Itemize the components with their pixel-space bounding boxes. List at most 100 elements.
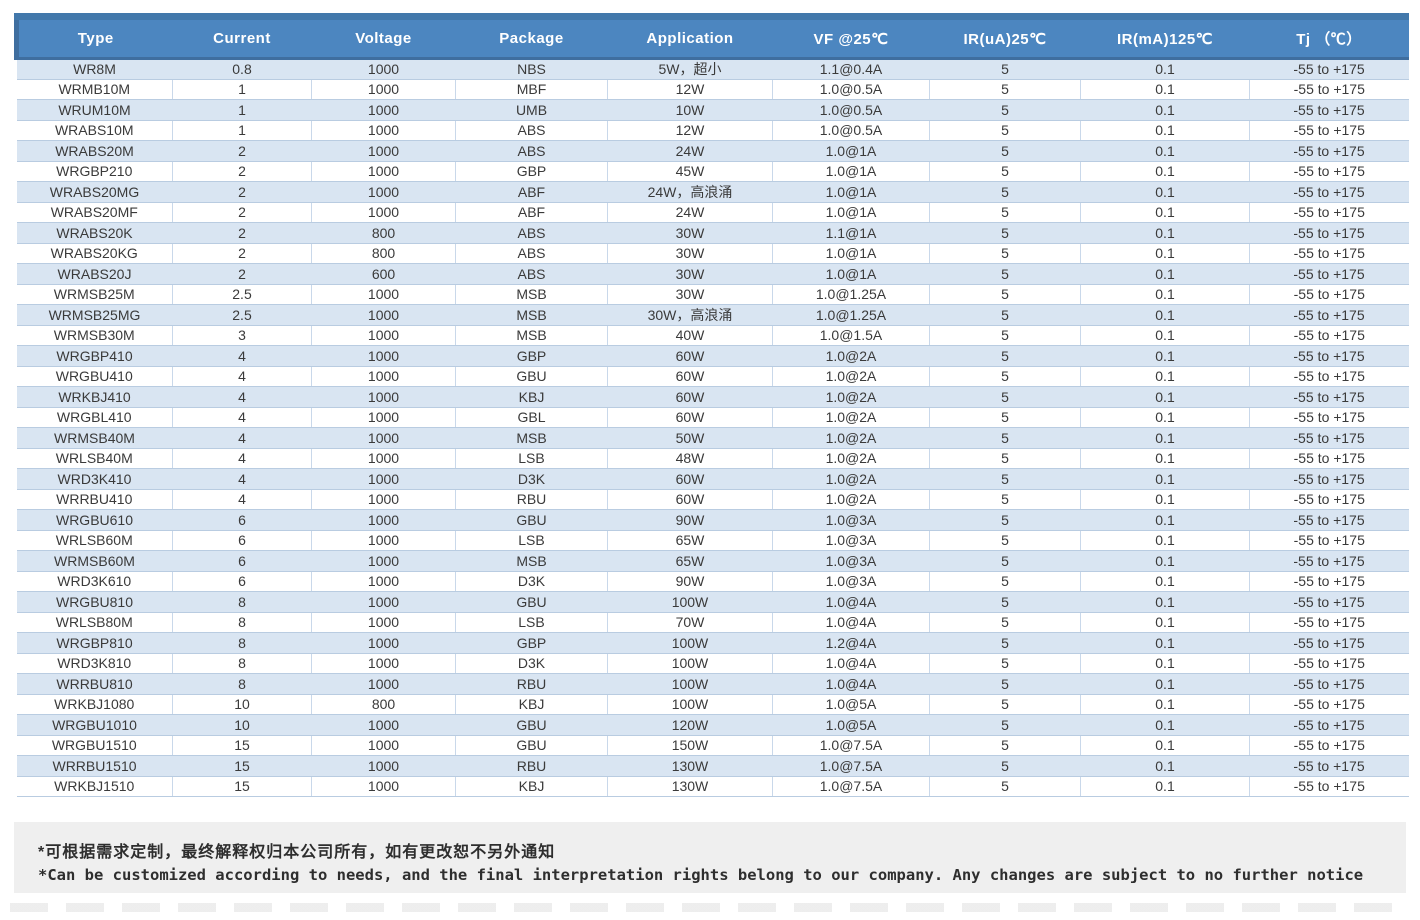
cell-package: GBP [455, 632, 608, 654]
table-row: WRGBP210 2 1000 GBP 45W 1.0@1A 5 0.1 -55 to +175 [16, 161, 1409, 182]
cell-tj: -55 to +175 [1249, 653, 1409, 674]
cell-ir-ma: 0.1 [1080, 653, 1250, 674]
cell-vf: 1.0@1A [772, 263, 930, 285]
cell-ir-ma: 0.1 [1080, 161, 1250, 182]
cell-package: GBU [455, 591, 608, 613]
table-row: WRGBU410 4 1000 GBU 60W 1.0@2A 5 0.1 -55 to +175 [16, 366, 1409, 387]
cell-application: 60W [607, 468, 773, 490]
cell-type: WRRBU1510 [16, 755, 173, 777]
cell-voltage: 1000 [311, 612, 456, 633]
table-row: WRMB10M 1 1000 MBF 12W 1.0@0.5A 5 0.1 -55 to +17… [16, 79, 1409, 100]
cell-package: UMB [455, 99, 608, 121]
cell-current: 2 [172, 263, 312, 285]
cell-application: 40W [607, 325, 773, 346]
cell-current: 1 [172, 120, 312, 141]
cell-ir-ua: 5 [929, 673, 1081, 695]
cell-application: 45W [607, 161, 773, 182]
table-row: WRMSB25M 2.5 1000 MSB 30W 1.0@1.25A 5 0.1 -55 to… [16, 284, 1409, 305]
cell-vf: 1.0@2A [772, 345, 930, 367]
cell-ir-ua: 5 [929, 79, 1081, 100]
cell-ir-ma: 0.1 [1080, 489, 1250, 510]
cell-tj: -55 to +175 [1249, 120, 1409, 141]
cell-vf: 1.0@4A [772, 673, 930, 695]
cell-current: 2.5 [172, 284, 312, 305]
cell-ir-ma: 0.1 [1080, 58, 1250, 80]
cell-ir-ua: 5 [929, 694, 1081, 715]
cell-type: WRMSB25M [16, 284, 173, 305]
cell-package: ABF [455, 202, 608, 223]
cell-package: MBF [455, 79, 608, 100]
cell-ir-ma: 0.1 [1080, 632, 1250, 654]
cell-vf: 1.0@7.5A [772, 735, 930, 756]
cell-ir-ua: 5 [929, 571, 1081, 592]
cell-ir-ma: 0.1 [1080, 366, 1250, 387]
cell-vf: 1.0@2A [772, 427, 930, 449]
cell-tj: -55 to +175 [1249, 591, 1409, 613]
cell-current: 1 [172, 99, 312, 121]
cell-application: 24W，高浪涌 [607, 181, 773, 203]
cell-vf: 1.0@5A [772, 714, 930, 736]
table-row: WRGBU1010 10 1000 GBU 120W 1.0@5A 5 0.1 -55 to +… [16, 714, 1409, 736]
cell-type: WRABS20KG [16, 243, 173, 264]
cell-current: 6 [172, 571, 312, 592]
cell-current: 1 [172, 79, 312, 100]
cell-type: WRGBP410 [16, 345, 173, 367]
cell-vf: 1.0@2A [772, 448, 930, 469]
cell-voltage: 1000 [311, 427, 456, 449]
cell-ir-ua: 5 [929, 612, 1081, 633]
cell-tj: -55 to +175 [1249, 386, 1409, 408]
cell-package: MSB [455, 304, 608, 326]
cell-tj: -55 to +175 [1249, 243, 1409, 264]
cell-ir-ma: 0.1 [1080, 714, 1250, 736]
cell-vf: 1.0@7.5A [772, 776, 930, 797]
cell-ir-ma: 0.1 [1080, 386, 1250, 408]
table-row: WRD3K410 4 1000 D3K 60W 1.0@2A 5 0.1 -55 to +175 [16, 468, 1409, 490]
cell-voltage: 1000 [311, 776, 456, 797]
cell-package: ABS [455, 140, 608, 162]
cell-package: RBU [455, 755, 608, 777]
cell-ir-ma: 0.1 [1080, 284, 1250, 305]
cell-current: 8 [172, 591, 312, 613]
cell-voltage: 1000 [311, 653, 456, 674]
cell-ir-ma: 0.1 [1080, 776, 1250, 797]
cell-application: 90W [607, 509, 773, 531]
table-row: WRLSB80M 8 1000 LSB 70W 1.0@4A 5 0.1 -55 to +175 [16, 612, 1409, 633]
cell-voltage: 1000 [311, 468, 456, 490]
cell-vf: 1.0@2A [772, 366, 930, 387]
cell-tj: -55 to +175 [1249, 755, 1409, 777]
table-row: WRMSB40M 4 1000 MSB 50W 1.0@2A 5 0.1 -55 to +175 [16, 427, 1409, 449]
table-row: WRABS10M 1 1000 ABS 12W 1.0@0.5A 5 0.1 -55 to +1… [16, 120, 1409, 141]
cell-ir-ma: 0.1 [1080, 591, 1250, 613]
cell-voltage: 1000 [311, 284, 456, 305]
table-row: WRUM10M 1 1000 UMB 10W 1.0@0.5A 5 0.1 -55 to +17… [16, 99, 1409, 121]
cell-voltage: 1000 [311, 714, 456, 736]
cell-package: RBU [455, 489, 608, 510]
cell-type: WRMB10M [16, 79, 173, 100]
cell-vf: 1.2@4A [772, 632, 930, 654]
cell-package: GBP [455, 161, 608, 182]
cell-type: WRABS20M [16, 140, 173, 162]
cell-application: 60W [607, 345, 773, 367]
scan-artifact [10, 903, 1410, 912]
cell-ir-ua: 5 [929, 345, 1081, 367]
cell-ir-ma: 0.1 [1080, 140, 1250, 162]
cell-tj: -55 to +175 [1249, 140, 1409, 162]
cell-application: 100W [607, 653, 773, 674]
cell-tj: -55 to +175 [1249, 181, 1409, 203]
cell-current: 4 [172, 366, 312, 387]
cell-tj: -55 to +175 [1249, 325, 1409, 346]
cell-type: WRGBU810 [16, 591, 173, 613]
cell-voltage: 1000 [311, 591, 456, 613]
cell-package: GBU [455, 735, 608, 756]
cell-vf: 1.0@4A [772, 653, 930, 674]
cell-package: KBJ [455, 694, 608, 715]
cell-vf: 1.0@5A [772, 694, 930, 715]
table-row: WRKBJ1510 15 1000 KBJ 130W 1.0@7.5A 5 0.1 -55 to… [16, 776, 1409, 797]
cell-ir-ua: 5 [929, 468, 1081, 490]
cell-package: ABF [455, 181, 608, 203]
cell-tj: -55 to +175 [1249, 468, 1409, 490]
cell-package: GBU [455, 714, 608, 736]
cell-voltage: 1000 [311, 489, 456, 510]
cell-voltage: 1000 [311, 304, 456, 326]
cell-ir-ma: 0.1 [1080, 673, 1250, 695]
